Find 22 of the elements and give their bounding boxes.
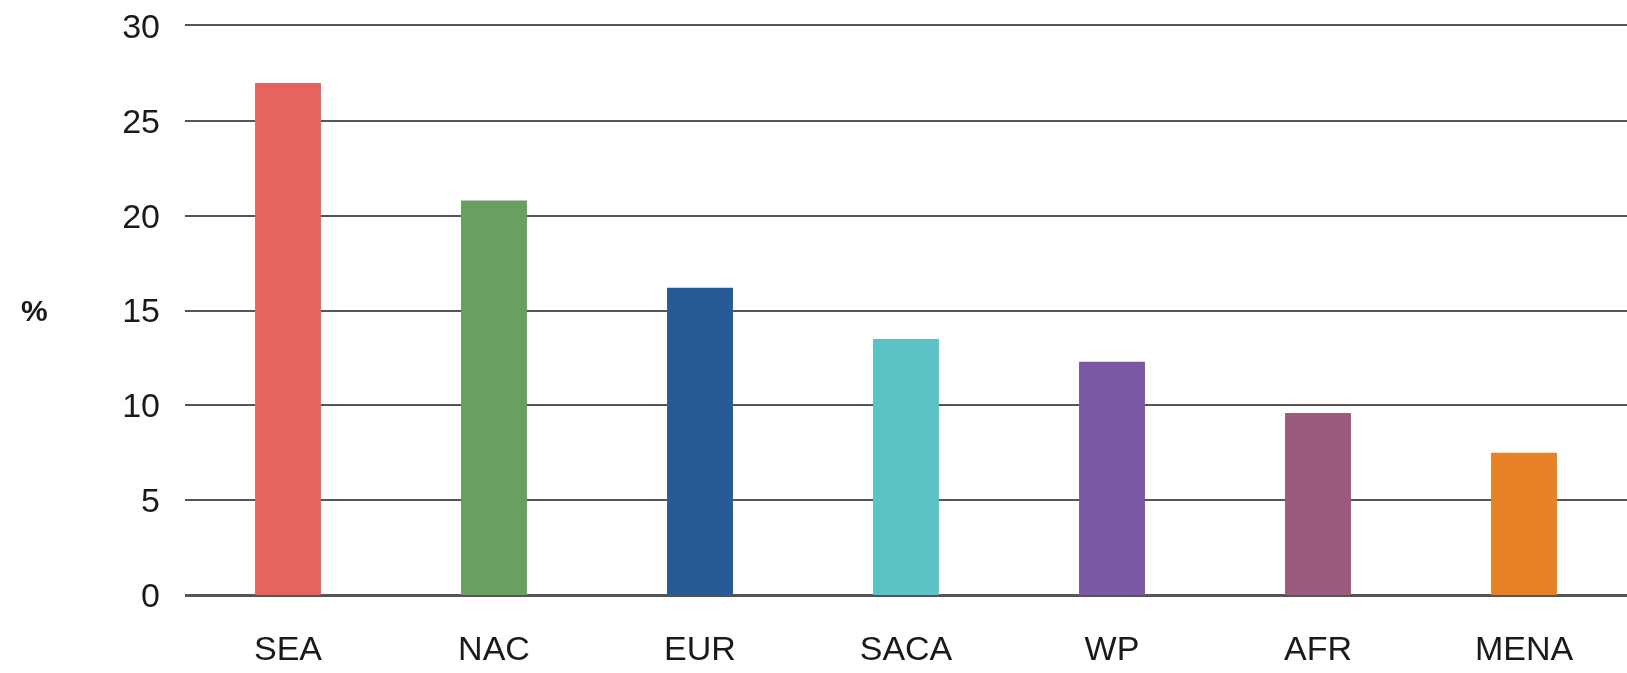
bar — [873, 338, 939, 595]
x-tick-label: WP — [1084, 628, 1140, 667]
x-tick-label: AFR — [1284, 628, 1352, 667]
bar — [1079, 361, 1145, 595]
bar — [1491, 452, 1557, 595]
bar — [461, 200, 527, 595]
y-tick-label: 30 — [122, 6, 160, 45]
bar — [667, 287, 733, 595]
y-tick-label: 20 — [122, 196, 160, 235]
bar — [1285, 412, 1351, 595]
bar — [255, 82, 321, 595]
y-tick-label: 0 — [141, 575, 160, 614]
x-tick-label: EUR — [664, 628, 736, 667]
x-tick-label: SACA — [859, 628, 953, 667]
y-tick-label: 10 — [122, 386, 160, 425]
y-tick-label: 15 — [122, 291, 160, 330]
x-tick-label: NAC — [458, 628, 530, 667]
x-tick-label: SEA — [253, 628, 323, 667]
x-tick-label: MENA — [1474, 628, 1574, 667]
y-tick-label: 5 — [141, 481, 160, 520]
y-axis-title: % — [21, 294, 48, 327]
y-tick-label: 25 — [122, 101, 160, 140]
